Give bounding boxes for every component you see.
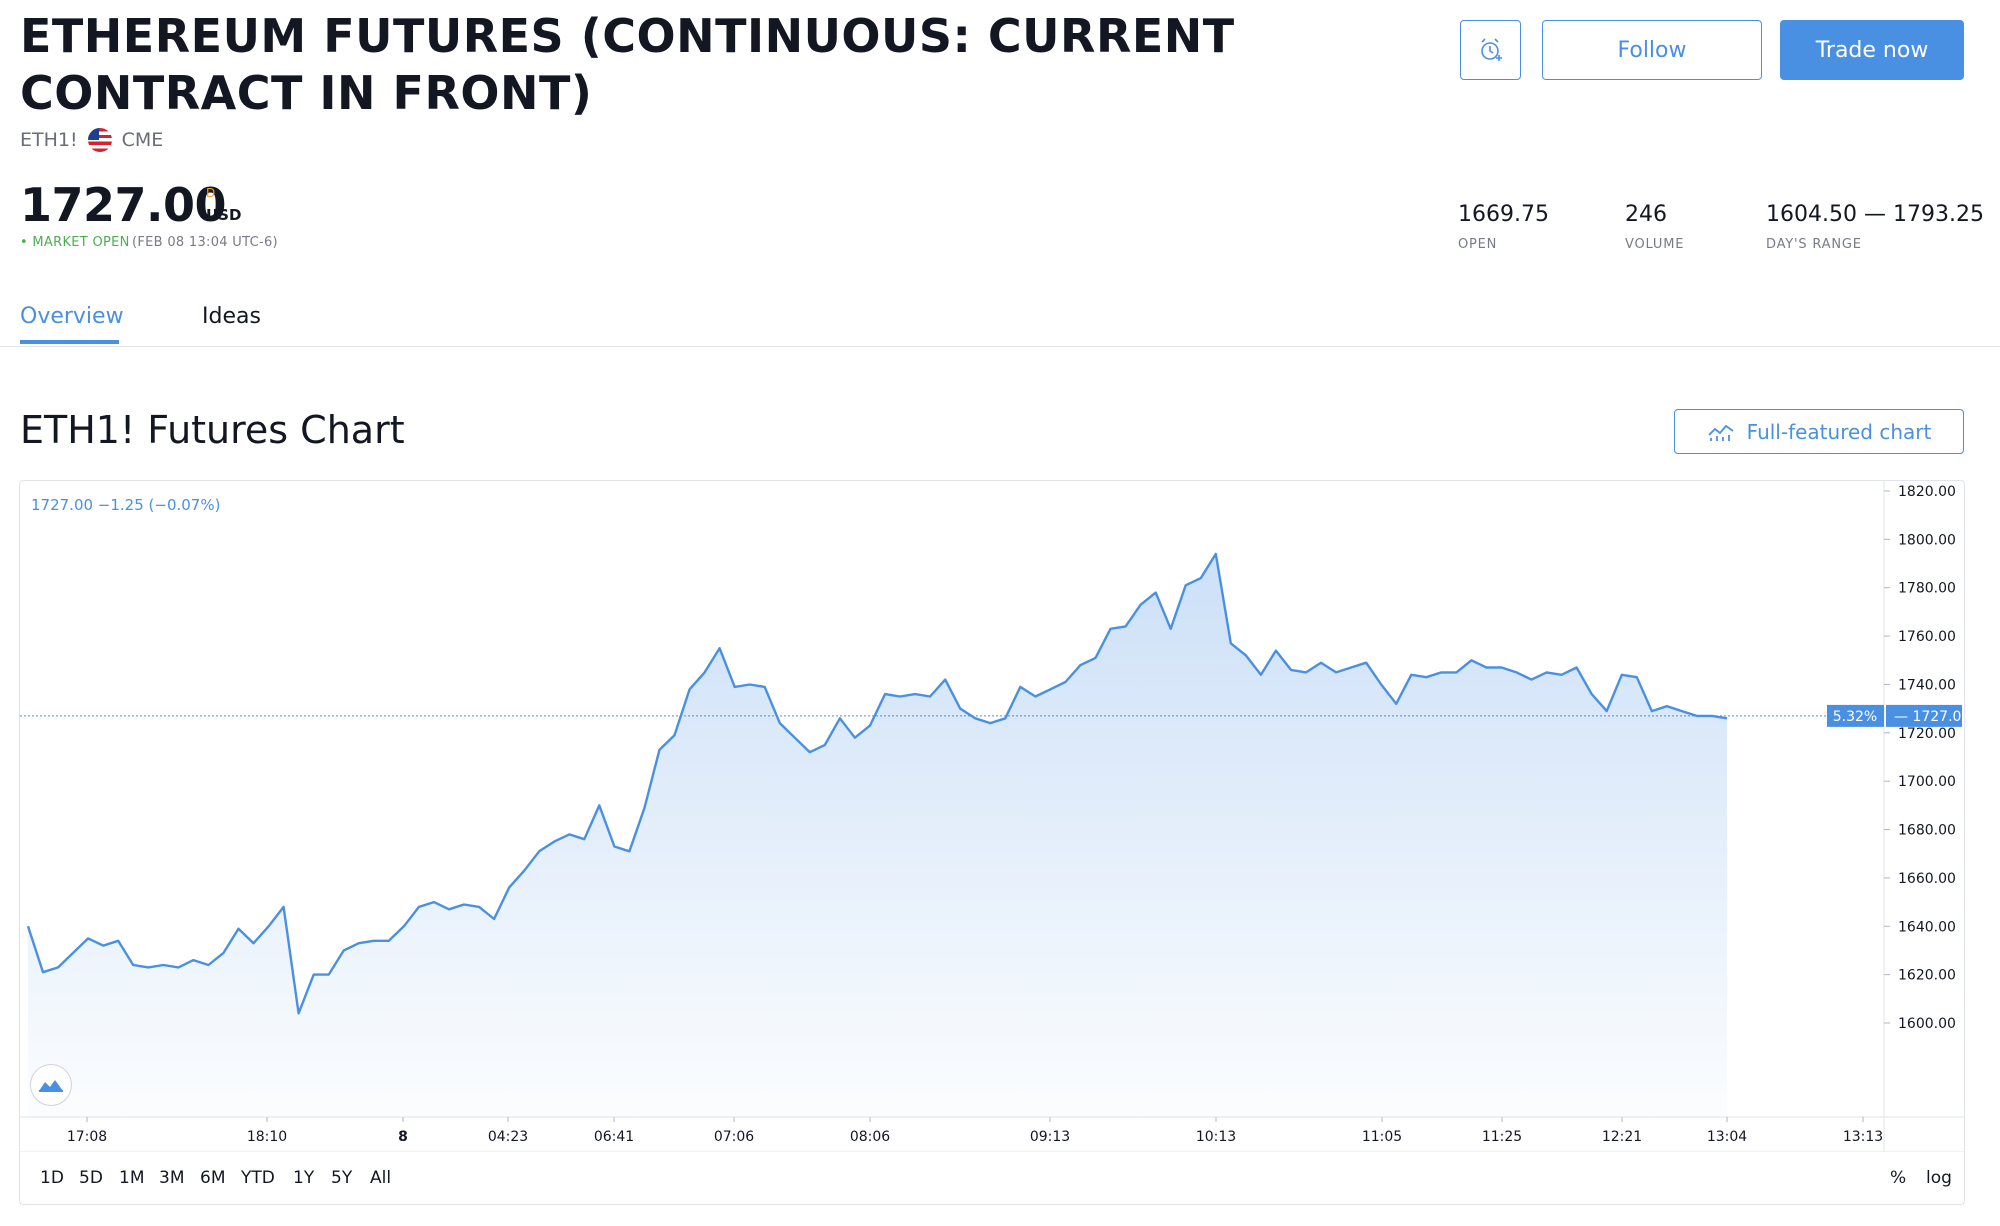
days-range-value: 1604.50 — 1793.25 [1766,202,1984,227]
full-chart-label: Full-featured chart [1746,419,1932,444]
range-3m[interactable]: 3M [159,1168,185,1188]
x-tick-label: 11:25 [1482,1129,1522,1145]
last-price-tag [1886,704,1962,727]
tab-ideas[interactable]: Ideas [202,304,261,329]
y-tick-label: 1740.00 [1898,677,1956,693]
x-tick-label: 10:13 [1196,1129,1236,1145]
us-flag-icon [87,128,112,152]
range-ytd[interactable]: YTD [241,1168,275,1188]
y-tick-label: 1800.00 [1898,532,1956,548]
y-tick-label: 1660.00 [1898,871,1956,887]
x-tick-label: 8 [398,1129,408,1145]
y-tick-label: 1680.00 [1898,823,1956,839]
full-featured-chart-button[interactable]: Full-featured chart [1674,409,1964,454]
add-alert-button[interactable] [1460,20,1521,80]
days-range-label: DAY'S RANGE [1766,237,1862,252]
range-1y[interactable]: 1Y [293,1168,315,1188]
tab-bar: Overview Ideas [0,280,2000,347]
x-tick-label: 13:13 [1843,1129,1883,1145]
x-tick-label: 04:23 [488,1129,528,1145]
market-time: (FEB 08 13:04 UTC-6) [132,235,278,250]
trade-now-button[interactable]: Trade now [1780,20,1964,80]
symbol-ticker[interactable]: ETH1! [20,129,78,151]
x-tick-label: 08:06 [850,1129,890,1145]
logo-mark [39,1080,63,1092]
percent-scale-toggle[interactable]: % [1890,1168,1907,1188]
x-tick-label: 12:21 [1602,1129,1642,1145]
y-tick-label: 1760.00 [1898,629,1956,645]
price-currency: USD [206,206,242,224]
x-tick-label: 11:05 [1362,1129,1402,1145]
symbol-line: ETH1! CME [20,128,163,152]
y-tick-label: 1820.00 [1898,484,1956,500]
y-tick-label: 1600.00 [1898,1016,1956,1032]
exchange-name[interactable]: CME [121,129,164,151]
y-tick-label: 1780.00 [1898,581,1956,597]
range-5d[interactable]: 5D [79,1168,103,1188]
chart-container[interactable] [19,480,1965,1205]
price-area [28,553,1727,1117]
last-price: 1727.00 [20,178,227,232]
range-1d[interactable]: 1D [40,1168,64,1188]
y-tick-label: 1620.00 [1898,968,1956,984]
market-status: • MARKET OPEN [20,235,130,250]
range-5y[interactable]: 5Y [331,1168,353,1188]
y-tick-label: 1640.00 [1898,919,1956,935]
alarm-clock-plus-icon [1480,38,1502,61]
change-badge-label: 5.32% [1833,709,1877,725]
y-tick-label: 1700.00 [1898,774,1956,790]
y-tick-label: 1720.00 [1898,726,1956,742]
price-chart[interactable]: 1820.00 1800.00 1780.00 1760.00 1740.00 1720.… [20,481,1964,1152]
price-line[interactable] [26,552,1728,1015]
last-price-tag-label: — 1727.00 [1894,709,1964,725]
section-title: ETH1! Futures Chart [20,408,405,452]
active-tab-indicator [20,340,119,344]
open-value: 1669.75 [1458,202,1549,227]
change-badge [1827,704,1884,727]
page-title: ETHEREUM FUTURES (CONTINUOUS: CURRENT CO… [20,9,1235,120]
chart-legend: 1727.00 −1.25 (−0.07%) [31,496,221,514]
range-6m[interactable]: 6M [200,1168,226,1188]
x-tick-label: 09:13 [1030,1129,1070,1145]
chart-line-icon [1708,424,1734,441]
x-tick-label: 17:08 [67,1129,107,1145]
volume-label: VOLUME [1625,237,1685,252]
range-all[interactable]: All [370,1168,392,1188]
tradingview-logo-icon[interactable] [30,1064,72,1106]
x-tick-label: 13:04 [1707,1129,1747,1145]
open-label: OPEN [1458,237,1498,252]
log-scale-toggle[interactable]: log [1926,1168,1952,1188]
range-1m[interactable]: 1M [119,1168,145,1188]
x-tick-label: 18:10 [247,1129,287,1145]
follow-button[interactable]: Follow [1542,20,1762,80]
volume-value: 246 [1625,202,1667,227]
x-tick-label: 07:06 [714,1129,754,1145]
x-tick-label: 06:41 [594,1129,634,1145]
currency-marker: D [206,186,216,200]
tab-overview[interactable]: Overview [20,304,124,329]
range-bar: 1D 5D 1M 3M 6M YTD 1Y 5Y All% log [20,1152,1964,1204]
